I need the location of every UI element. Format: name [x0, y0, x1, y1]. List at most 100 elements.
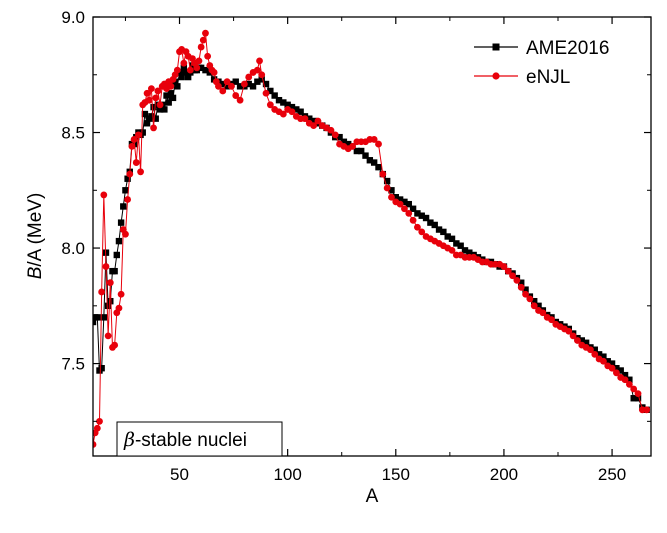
data-point-enjl [150, 124, 157, 132]
data-point-enjl [448, 246, 456, 254]
data-point-ame2016 [284, 101, 291, 108]
data-point-enjl [613, 369, 620, 377]
plot-frame [92, 16, 652, 457]
annotation-box: β-stable nuclei [116, 421, 283, 457]
y-axis-title: B/A (MeV) [25, 193, 46, 280]
data-point-ame2016 [161, 106, 168, 113]
data-point-enjl [370, 136, 378, 143]
data-point-ame2016 [111, 267, 118, 275]
data-point-enjl [517, 283, 525, 291]
data-point-enjl [405, 209, 413, 217]
data-point-enjl [526, 295, 534, 303]
data-point-enjl [106, 279, 114, 287]
data-point-ame2016 [595, 351, 603, 358]
data-point-enjl [93, 441, 97, 448]
data-point-ame2016 [93, 318, 97, 326]
data-point-ame2016 [353, 147, 361, 155]
data-point-enjl [401, 205, 408, 213]
data-point-ame2016 [591, 346, 598, 353]
data-point-ame2016 [418, 212, 425, 219]
data-point-ame2016 [578, 337, 585, 344]
data-point-ame2016 [163, 92, 170, 99]
data-point-enjl [314, 117, 322, 125]
data-point-enjl [100, 191, 108, 199]
data-point-ame2016 [535, 302, 542, 310]
data-point-ame2016 [245, 80, 252, 88]
data-point-enjl [223, 78, 231, 86]
data-point-ame2016 [139, 129, 146, 136]
legend: AME2016 eNJL [474, 38, 609, 88]
data-point-enjl [215, 82, 222, 90]
data-point-ame2016 [113, 251, 120, 259]
data-point-ame2016 [466, 249, 473, 256]
data-point-enjl [513, 277, 521, 284]
data-point-ame2016 [182, 69, 190, 76]
y-tick-label: 7.5 [61, 355, 85, 374]
data-point-ame2016 [94, 314, 101, 321]
data-point-ame2016 [275, 96, 283, 104]
data-point-ame2016 [375, 163, 382, 171]
data-point-enjl [266, 101, 274, 109]
data-point-enjl [258, 71, 266, 79]
data-point-enjl [210, 69, 218, 76]
data-point-enjl [621, 376, 629, 384]
data-point-enjl [202, 29, 209, 37]
legend-marker-enjl [492, 72, 500, 80]
data-point-ame2016 [383, 177, 391, 185]
data-point-enjl [122, 230, 129, 238]
series-layer [93, 29, 651, 448]
data-point-enjl [93, 424, 101, 432]
data-point-ame2016 [156, 106, 164, 113]
x-tick-label: 200 [490, 465, 518, 484]
data-point-enjl [548, 316, 555, 324]
data-point-enjl [310, 122, 317, 129]
data-point-enjl [130, 136, 138, 143]
data-point-ame2016 [165, 99, 172, 106]
data-point-enjl [197, 43, 205, 51]
data-point-enjl [522, 290, 529, 298]
y-axis-title-rest: /A (MeV) [25, 193, 46, 267]
data-point-ame2016 [258, 76, 265, 83]
annotation-text: β-stable nuclei [123, 429, 247, 451]
data-point-ame2016 [362, 152, 369, 159]
data-point-enjl [504, 267, 512, 275]
data-point-ame2016 [600, 353, 607, 360]
data-point-enjl [167, 82, 175, 90]
data-point-ame2016 [306, 115, 313, 122]
data-point-enjl [173, 66, 181, 74]
data-point-enjl [228, 82, 235, 90]
data-point-enjl [630, 385, 638, 393]
data-point-ame2016 [167, 90, 175, 97]
data-point-enjl [569, 332, 577, 340]
data-point-enjl [156, 101, 164, 109]
data-point-enjl [195, 57, 203, 65]
data-point-enjl [241, 80, 248, 88]
data-point-ame2016 [409, 205, 417, 212]
data-point-ame2016 [440, 228, 447, 236]
data-point-enjl [232, 92, 240, 99]
y-axis-ticks: 7.5 8.0 8.5 9.0 [61, 8, 651, 422]
data-point-ame2016 [522, 286, 529, 293]
data-point-enjl [587, 346, 594, 354]
data-point-ame2016 [174, 83, 181, 90]
data-point-enjl [349, 142, 356, 150]
data-point-ame2016 [100, 314, 108, 321]
data-point-enjl [383, 184, 391, 192]
data-point-enjl [530, 302, 538, 310]
y-tick-label: 9.0 [61, 8, 85, 27]
data-point-ame2016 [431, 221, 438, 229]
data-point-enjl [126, 170, 134, 178]
data-point-ame2016 [117, 219, 125, 226]
x-tick-label: 150 [382, 465, 410, 484]
data-point-ame2016 [271, 92, 278, 99]
data-point-ame2016 [293, 106, 300, 113]
data-point-enjl [409, 216, 417, 224]
data-point-ame2016 [104, 302, 112, 310]
data-point-ame2016 [122, 187, 129, 194]
data-point-enjl [135, 131, 142, 139]
data-point-ame2016 [401, 198, 408, 206]
data-point-enjl [418, 228, 426, 236]
data-point-ame2016 [617, 367, 624, 374]
data-point-ame2016 [141, 110, 149, 118]
